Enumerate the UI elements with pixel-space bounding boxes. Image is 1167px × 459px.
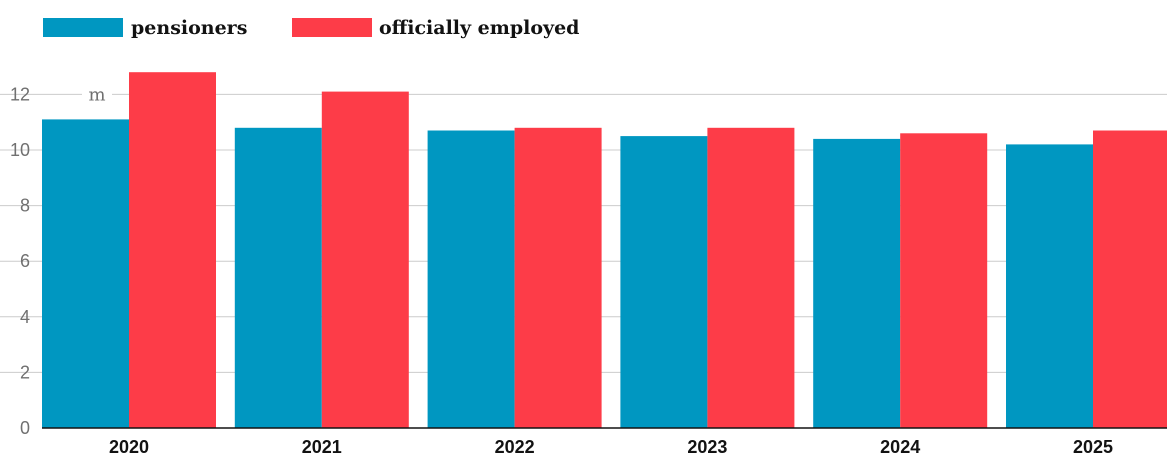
x-tick-label-2025: 2025 <box>1073 437 1113 457</box>
x-tick-label-2022: 2022 <box>495 437 535 457</box>
bar-pensioners-2025 <box>1006 144 1093 428</box>
bar-pensioners-2021 <box>234 127 322 429</box>
bar-pensioners-2023 <box>620 136 708 428</box>
x-tick-label-2023: 2023 <box>687 437 727 457</box>
legend-swatch-officially-employed <box>292 18 372 37</box>
y-tick-label-8: 8 <box>20 196 30 216</box>
legend-label-officially-employed: officially employed <box>379 17 579 39</box>
x-tick-label-2024: 2024 <box>880 437 920 457</box>
y-axis: 0 2 4 6 8 10 12 <box>10 84 30 438</box>
bar-officially-employed-2023 <box>707 127 795 429</box>
bar-officially-employed-2021 <box>321 91 409 428</box>
y-tick-label-0: 0 <box>20 418 30 438</box>
bars <box>42 72 1167 429</box>
x-tick-label-2020: 2020 <box>109 437 149 457</box>
bar-officially-employed-2020 <box>129 72 216 428</box>
x-axis: 2020 2021 2022 2023 2024 2025 <box>42 427 1167 457</box>
y-unit-label: m <box>88 84 105 105</box>
y-tick-label-10: 10 <box>10 140 30 160</box>
bar-pensioners-2020 <box>42 119 129 429</box>
bar-officially-employed-2022 <box>514 127 602 429</box>
legend-label-pensioners: pensioners <box>131 17 247 39</box>
bar-officially-employed-2025 <box>1093 130 1167 428</box>
legend-swatch-pensioners <box>43 18 123 37</box>
bar-pensioners-2022 <box>427 130 515 428</box>
y-tick-label-2: 2 <box>20 362 30 382</box>
bar-officially-employed-2024 <box>900 133 988 429</box>
bar-pensioners-2024 <box>813 138 901 428</box>
legend: pensioners officially employed <box>43 17 579 39</box>
y-tick-label-4: 4 <box>20 307 30 327</box>
y-tick-label-12: 12 <box>10 84 30 104</box>
unit-label-background <box>82 84 112 105</box>
x-tick-label-2021: 2021 <box>302 437 342 457</box>
y-tick-label-6: 6 <box>20 251 30 271</box>
